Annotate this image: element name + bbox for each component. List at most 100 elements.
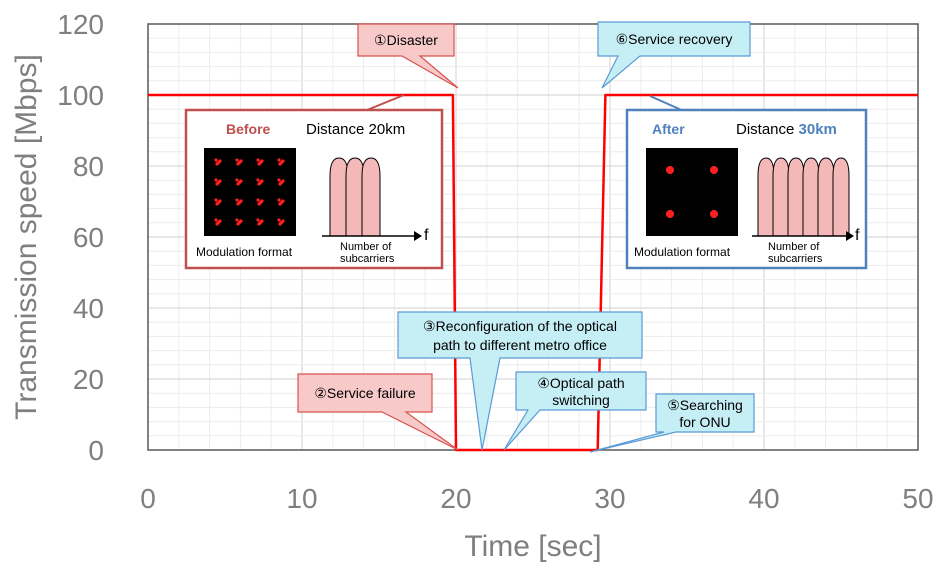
constellation-point	[236, 162, 240, 166]
constellation-point	[235, 158, 239, 162]
constellation-point	[280, 160, 284, 164]
x-tick-label: 50	[902, 483, 933, 514]
before-box: Before Distance 20km Modulation format f…	[184, 94, 444, 270]
y-tick-label: 120	[57, 9, 104, 40]
subcarrier-shape	[802, 157, 820, 237]
after-distance-prefix: Distance	[736, 121, 799, 138]
callout-service-failure: ②Service failure	[297, 373, 459, 451]
callout-reconfiguration-shape	[397, 311, 643, 451]
constellation-point	[235, 218, 239, 222]
constellation-point	[214, 198, 218, 202]
subcarrier-shape	[361, 157, 381, 237]
y-tick-labels: 0 20 40 60 80 100 120	[57, 9, 104, 466]
constellation-point	[666, 210, 674, 218]
subcarrier-shape	[787, 157, 805, 237]
callout-reconfiguration-line2: path to different metro office	[433, 337, 607, 353]
constellation-point	[278, 162, 282, 166]
constellation-point	[235, 198, 239, 202]
y-axis-label: Transmission speed [Mbps]	[10, 54, 43, 420]
x-tick-label: 10	[286, 483, 317, 514]
after-constellation-points	[666, 166, 718, 218]
constellation-point	[277, 178, 281, 182]
callout-reconfiguration: ③Reconfiguration of the optical path to …	[397, 311, 643, 451]
constellation-point	[217, 180, 221, 184]
callout-service-recovery: ⑥Service recovery	[597, 21, 751, 89]
subcarrier-shape	[345, 157, 365, 237]
after-subcarriers-label-2: subcarriers	[768, 253, 823, 265]
callout-disaster: ①Disaster	[357, 23, 459, 89]
x-tick-label: 20	[440, 483, 471, 514]
constellation-point	[278, 202, 282, 206]
constellation-point	[278, 222, 282, 226]
after-freq-symbol: f	[855, 227, 860, 244]
constellation-point	[236, 202, 240, 206]
constellation-point	[256, 198, 260, 202]
callout-optical-switching-shape	[503, 371, 647, 451]
x-tick-label: 30	[594, 483, 625, 514]
before-subcarriers-label-2: subcarriers	[340, 253, 395, 265]
constellation-point	[236, 222, 240, 226]
constellation-point	[215, 202, 219, 206]
callout-optical-switching-line2: switching	[552, 392, 610, 408]
before-constellation-points	[214, 158, 285, 226]
after-subcarriers	[757, 157, 850, 237]
constellation-point	[277, 218, 281, 222]
constellation-point	[238, 160, 242, 164]
constellation-point	[217, 220, 221, 224]
y-tick-label: 100	[57, 80, 104, 111]
callout-disaster-text: ①Disaster	[374, 32, 438, 48]
constellation-point	[666, 166, 674, 174]
callout-service-recovery-shape	[597, 21, 751, 89]
callout-searching-onu-shape	[589, 393, 755, 453]
constellation-point	[217, 200, 221, 204]
after-freq-arrow	[846, 231, 854, 241]
before-subcarriers	[329, 157, 381, 237]
subcarrier-shape	[329, 157, 349, 237]
callout-optical-switching-line1: ④Optical path	[537, 375, 624, 391]
callout-searching-onu-line1: ⑤Searching	[667, 397, 743, 413]
constellation-point	[238, 200, 242, 204]
constellation-point	[259, 180, 263, 184]
subcarrier-shape	[817, 157, 835, 237]
constellation-point	[215, 222, 219, 226]
constellation-point	[256, 218, 260, 222]
constellation-point	[257, 162, 261, 166]
constellation-point	[217, 160, 221, 164]
constellation-point	[710, 166, 718, 174]
constellation-point	[238, 220, 242, 224]
after-constellation	[646, 148, 738, 236]
constellation-point	[280, 180, 284, 184]
before-freq-symbol: f	[424, 227, 429, 244]
callout-searching-onu: ⑤Searching for ONU	[589, 393, 755, 453]
y-tick-label: 0	[88, 435, 104, 466]
constellation-point	[257, 222, 261, 226]
constellation-point	[214, 178, 218, 182]
before-freq-arrow	[414, 231, 422, 241]
constellation-point	[280, 220, 284, 224]
after-box: After Distance 30km Modulation format f …	[625, 95, 868, 270]
before-modulation-label: Modulation format	[196, 245, 293, 259]
subcarrier-shape	[757, 157, 775, 237]
y-tick-label: 20	[73, 364, 104, 395]
constellation-point	[214, 218, 218, 222]
callout-service-recovery-text: ⑥Service recovery	[616, 31, 733, 47]
constellation-point	[238, 180, 242, 184]
constellation-point	[257, 182, 261, 186]
constellation-point	[259, 220, 263, 224]
constellation-point	[277, 198, 281, 202]
after-subcarriers-label-1: Number of	[768, 241, 820, 253]
callout-service-failure-text: ②Service failure	[314, 385, 415, 401]
callout-optical-switching: ④Optical path switching	[503, 371, 647, 451]
constellation-point	[257, 202, 261, 206]
constellation-point	[215, 162, 219, 166]
constellation-point	[236, 182, 240, 186]
before-title: Before	[226, 121, 271, 137]
after-title: After	[652, 121, 685, 137]
constellation-point	[277, 158, 281, 162]
y-tick-label: 60	[73, 222, 104, 253]
subcarrier-shape	[832, 157, 850, 237]
constellation-point	[710, 210, 718, 218]
constellation-point	[256, 158, 260, 162]
after-modulation-label: Modulation format	[634, 245, 731, 259]
